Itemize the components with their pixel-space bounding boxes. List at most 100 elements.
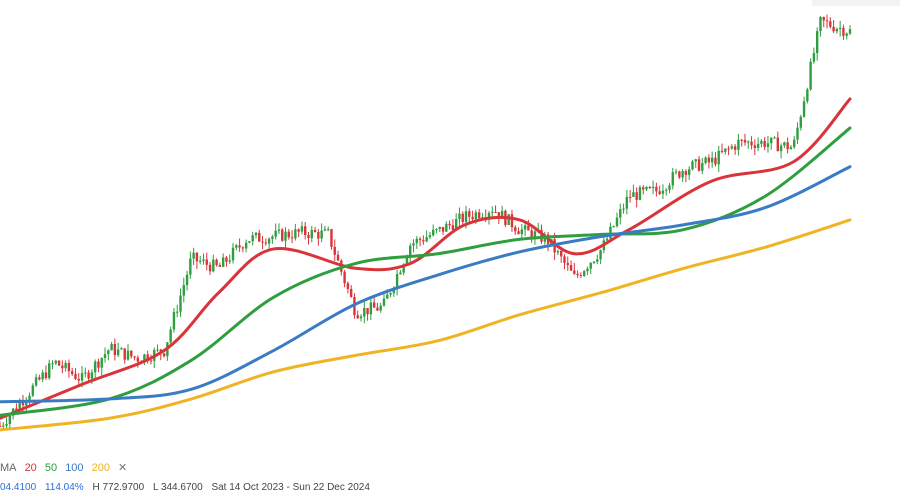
candle-body bbox=[176, 311, 179, 313]
candle-body bbox=[806, 89, 809, 102]
candle-body bbox=[710, 157, 714, 163]
candle-body bbox=[415, 238, 418, 244]
candle-body bbox=[527, 225, 530, 231]
candle-body bbox=[799, 116, 802, 128]
candle-body bbox=[356, 315, 359, 319]
candle-body bbox=[622, 208, 625, 210]
candle-body bbox=[307, 235, 310, 239]
candle-body bbox=[454, 219, 458, 231]
candle-body bbox=[399, 272, 402, 275]
candle-body bbox=[0, 425, 2, 427]
candle-body bbox=[149, 360, 153, 362]
candle-body bbox=[802, 101, 806, 117]
candle-body bbox=[389, 293, 392, 295]
candle-body bbox=[766, 143, 770, 147]
candle-body bbox=[116, 349, 120, 356]
candle-body bbox=[215, 259, 218, 266]
ma-50-label[interactable]: 50 bbox=[44, 462, 58, 474]
candle-body bbox=[369, 302, 373, 315]
candle-body bbox=[110, 343, 113, 351]
ma-legend: MA 20 50 100 200 ✕ bbox=[0, 461, 132, 474]
candle-body bbox=[733, 146, 737, 150]
candle-body bbox=[221, 257, 225, 267]
candle-body bbox=[372, 302, 376, 308]
low-value: L 344.6700 bbox=[152, 482, 203, 493]
candle-body bbox=[336, 254, 340, 261]
candle-body bbox=[819, 17, 822, 32]
candle-body bbox=[185, 274, 189, 286]
candle-body bbox=[133, 356, 136, 358]
candle-body bbox=[77, 378, 80, 381]
candle-body bbox=[267, 238, 271, 244]
candle-body bbox=[241, 247, 245, 249]
candle-body bbox=[126, 350, 130, 360]
candle-body bbox=[258, 232, 261, 242]
candle-body bbox=[573, 270, 576, 274]
candle-body bbox=[251, 235, 254, 242]
candle-body bbox=[264, 242, 268, 244]
ma-200-label[interactable]: 200 bbox=[91, 462, 110, 474]
candle-body bbox=[80, 373, 84, 381]
candle-body bbox=[487, 212, 491, 218]
candle-body bbox=[432, 229, 435, 236]
candle-body bbox=[146, 354, 149, 361]
candle-body bbox=[61, 365, 64, 369]
candle-body bbox=[471, 216, 474, 220]
candle-body bbox=[783, 142, 786, 146]
candle-body bbox=[760, 140, 763, 144]
candle-body bbox=[481, 217, 484, 219]
candle-body bbox=[576, 273, 579, 276]
candle-body bbox=[628, 196, 632, 198]
candle-body bbox=[343, 271, 346, 284]
candle-body bbox=[228, 260, 231, 262]
candle-body bbox=[93, 361, 97, 373]
candle-body bbox=[599, 250, 602, 260]
candle-body bbox=[661, 190, 665, 194]
ma-100-label[interactable]: 100 bbox=[65, 462, 84, 474]
candle-body bbox=[202, 259, 205, 261]
ma-20-label[interactable]: 20 bbox=[24, 462, 37, 474]
candle-body bbox=[113, 343, 117, 356]
price-value: 04.4100 bbox=[0, 482, 37, 493]
candle-body bbox=[320, 230, 323, 239]
candle-body bbox=[615, 217, 619, 227]
high-value: H 772.9700 bbox=[92, 482, 145, 493]
candle-body bbox=[835, 28, 839, 32]
candle-body bbox=[747, 141, 750, 143]
candle-body bbox=[97, 361, 100, 368]
candle-body bbox=[822, 17, 825, 21]
candle-body bbox=[8, 415, 12, 425]
candle-body bbox=[642, 187, 645, 190]
candle-body bbox=[136, 357, 140, 362]
candle-body bbox=[235, 245, 238, 248]
candle-body bbox=[635, 192, 638, 200]
change-percent: 114.04% bbox=[44, 482, 84, 493]
candle-body bbox=[379, 305, 382, 311]
candle-body bbox=[5, 424, 8, 426]
candle-body bbox=[815, 31, 819, 54]
date-range: Sat 14 Oct 2023 - Sun 22 Dec 2024 bbox=[211, 482, 370, 493]
candle-body bbox=[386, 294, 389, 299]
candle-body bbox=[458, 213, 461, 220]
candle-body bbox=[172, 312, 176, 330]
candle-body bbox=[720, 150, 724, 152]
candle-body bbox=[809, 61, 812, 90]
candle-body bbox=[363, 307, 366, 317]
candle-body bbox=[559, 251, 563, 257]
candle-body bbox=[31, 385, 35, 396]
candle-body bbox=[451, 225, 455, 231]
close-icon[interactable]: ✕ bbox=[118, 462, 128, 474]
candle-body bbox=[254, 232, 258, 236]
candle-body bbox=[569, 265, 573, 271]
candle-body bbox=[281, 229, 284, 241]
candle-body bbox=[300, 226, 304, 232]
candle-body bbox=[231, 247, 235, 261]
candle-body bbox=[402, 264, 405, 273]
candle-body bbox=[520, 229, 524, 235]
candle-body bbox=[681, 171, 684, 178]
candle-body bbox=[346, 283, 350, 289]
candle-body bbox=[563, 256, 566, 263]
candle-body bbox=[464, 211, 468, 222]
